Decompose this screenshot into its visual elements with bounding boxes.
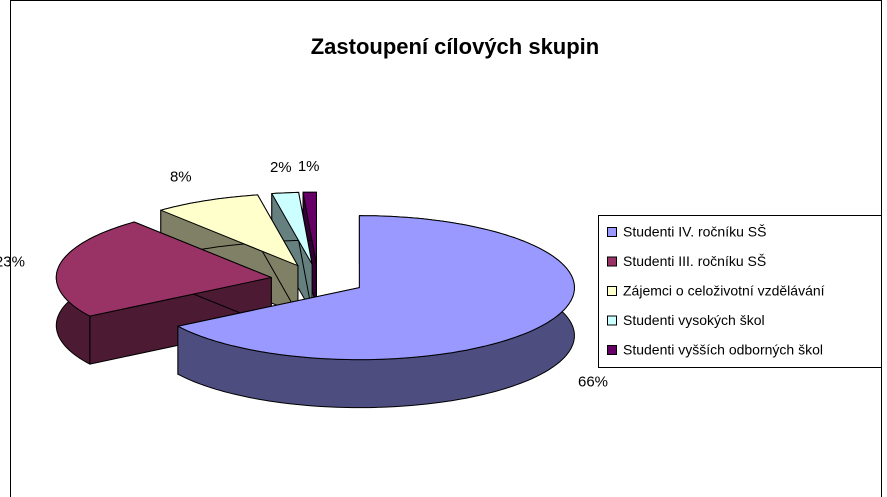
legend-swatch xyxy=(607,286,617,296)
legend-swatch xyxy=(607,345,617,355)
legend-label: Studenti IV. ročníku SŠ xyxy=(623,224,766,240)
chart-title: Zastoupení cílových skupin xyxy=(311,34,600,59)
legend-label: Studenti vysokých škol xyxy=(623,312,765,328)
data-label: 2% xyxy=(270,159,292,176)
legend-label: Studenti III. ročníku SŠ xyxy=(623,253,766,269)
legend-label: Zájemci o celoživotní vzdělávání xyxy=(623,283,825,299)
data-label: 8% xyxy=(170,169,192,186)
data-label: 23% xyxy=(0,253,25,270)
slice-top xyxy=(177,215,575,361)
data-label: 1% xyxy=(298,158,320,175)
pie-slice xyxy=(177,215,575,409)
slice-top xyxy=(55,221,272,317)
data-label: 66% xyxy=(578,373,608,390)
legend-swatch xyxy=(607,227,617,237)
legend-label: Studenti vyšších odborných škol xyxy=(623,342,823,358)
legend-swatch xyxy=(607,256,617,267)
legend-swatch xyxy=(607,315,617,326)
legend-box xyxy=(598,215,882,368)
slice-top xyxy=(160,194,299,267)
slice-top xyxy=(271,191,313,265)
slice-top xyxy=(302,191,317,265)
pie-slice xyxy=(55,221,272,365)
